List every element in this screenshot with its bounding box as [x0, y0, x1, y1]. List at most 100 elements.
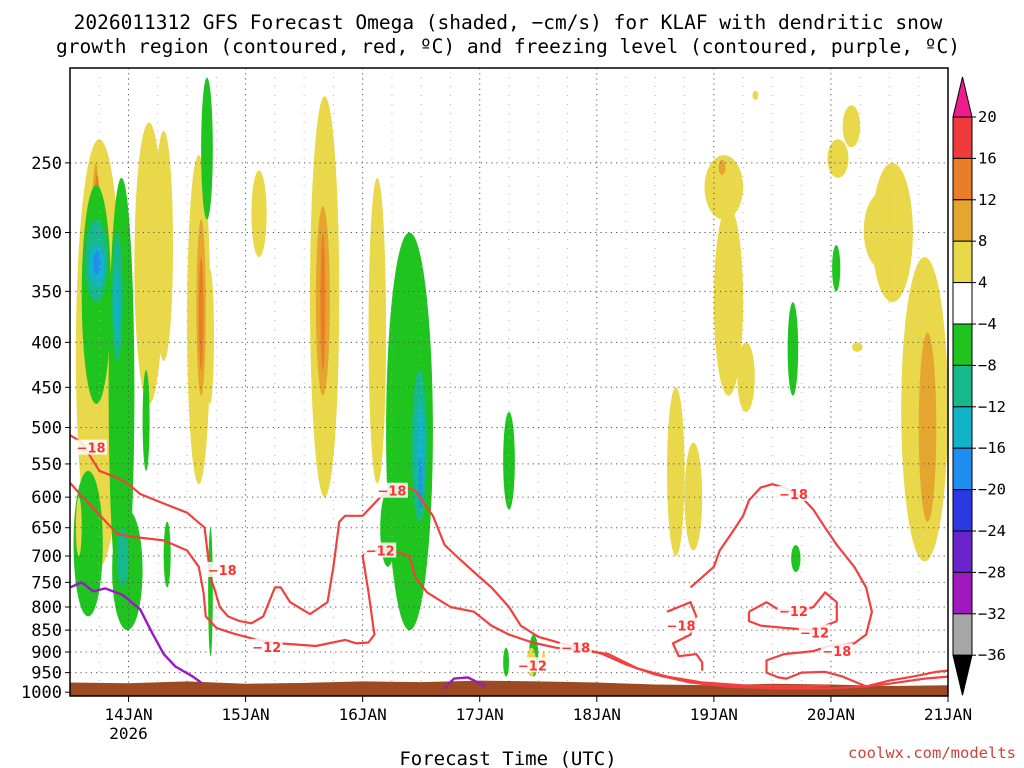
contour-label: −12 [800, 626, 829, 641]
colorbar-tick-label: −4 [978, 315, 997, 333]
omega-region-47 [791, 544, 801, 573]
y-tick-label: 900 [31, 643, 62, 663]
omega-region-27 [320, 232, 326, 370]
colorbar-swatch-8 [952, 406, 973, 449]
omega-region-45 [752, 90, 759, 100]
omega-region-40 [684, 442, 703, 551]
omega-region-20 [198, 257, 204, 370]
colorbar-tick-label: 16 [978, 149, 997, 167]
x-tick-sublabel: 2026 [109, 724, 148, 743]
contour-label: −18 [822, 645, 851, 660]
omega-region-36 [503, 647, 509, 677]
y-tick-label: 850 [31, 621, 62, 641]
contour-label-bg [375, 482, 408, 498]
contour-label: −12 [518, 659, 547, 674]
omega-region-50 [842, 105, 861, 148]
colorbar-tick-label: −12 [978, 398, 1006, 416]
y-tick-label: 250 [31, 154, 62, 174]
omega-region-29 [386, 232, 433, 631]
colorbar-legend: 20 16 12 8 4 −4 −8 −12 −16 −20 −24 −28 −32 −36 [952, 76, 1006, 696]
contour-label-bg [516, 657, 549, 673]
omega-shading [73, 77, 948, 677]
plot-frame [69, 67, 949, 697]
chart-title-line-1: 2026011312 GFS Forecast Omega (shaded, −… [74, 11, 943, 34]
colorbar-swatch-12 [952, 571, 973, 615]
omega-region-48 [832, 245, 841, 292]
omega-region-51 [852, 342, 863, 352]
colorbar-swatch-11 [952, 530, 973, 573]
colorbar-swatch-2 [952, 157, 973, 201]
colorbar-swatch-7 [952, 364, 973, 408]
temperature-contours: −18 −18 −12 −18 −12 −18 −12 −18 −18 −12 −12 −18 [70, 434, 948, 690]
colorbar-swatch-13 [952, 613, 973, 656]
x-tick-label: 15JAN [222, 705, 270, 724]
contour-label: −12 [779, 605, 808, 620]
omega-region-15 [154, 131, 174, 361]
contour-label-bg [75, 439, 108, 455]
colorbar-tick-label: −8 [978, 356, 997, 374]
colorbar-tick-label: −32 [978, 605, 1006, 623]
contour-label-bg [777, 602, 810, 618]
x-axis-label: Forecast Time (UTC) [399, 748, 616, 768]
y-tick-label: 950 [31, 664, 62, 684]
x-tick-label: 19JAN [690, 705, 738, 724]
colorbar-swatch-9 [952, 447, 973, 491]
colorbar-swatch-4 [952, 240, 973, 284]
contour-label-bg [364, 542, 397, 558]
colorbar-swatch-top [952, 76, 973, 118]
omega-region-23 [208, 527, 213, 657]
dgz-contour-2 [689, 483, 948, 688]
contour-label-bg [206, 561, 239, 577]
y-tick-label: 400 [31, 333, 62, 353]
ground-terrain [70, 680, 948, 696]
dgz-contour-1 [70, 482, 831, 688]
contour-label: −18 [561, 642, 590, 657]
contour-label: −18 [208, 564, 237, 579]
omega-region-34 [503, 411, 515, 510]
contour-label-bg [559, 639, 592, 655]
x-tick-label: 14JAN [104, 705, 152, 724]
y-tick-label: 650 [31, 519, 62, 539]
dgz-contour-3 [666, 601, 704, 671]
contour-label: −12 [366, 545, 395, 560]
omega-region-17 [163, 521, 171, 588]
omega-region-24 [251, 170, 267, 258]
colorbar-tick-label: −28 [978, 563, 1006, 581]
ground-surface [70, 680, 948, 696]
colorbar-tick-label: 8 [978, 232, 987, 250]
x-tick-label: 20JAN [807, 705, 855, 724]
y-tick-label: 600 [31, 488, 62, 508]
freezing-level-contour-0 [70, 581, 202, 684]
omega-region-11 [75, 497, 82, 557]
y-tick-label: 500 [31, 419, 62, 439]
contour-label: −18 [667, 620, 696, 635]
omega-region-43 [713, 206, 744, 396]
omega-region-22 [201, 77, 213, 220]
x-tick-label: 21JAN [924, 705, 972, 724]
colorbar-tick-label: 20 [978, 108, 997, 126]
omega-region-6 [93, 251, 101, 275]
colorbar-tick-label: −16 [978, 439, 1006, 457]
chart-title-line-2: growth region (contoured, red, ºC) and f… [56, 35, 960, 58]
omega-region-49 [827, 139, 849, 178]
colorbar-tick-label: 4 [978, 274, 987, 292]
omega-region-21 [205, 268, 214, 404]
y-tick-label: 450 [31, 378, 62, 398]
y-tick-label: 700 [31, 547, 62, 567]
contour-label-bg [665, 617, 698, 633]
colorbar-tick-label: 12 [978, 191, 997, 209]
omega-region-39 [667, 387, 685, 557]
colorbar-tick-label: −20 [978, 481, 1006, 499]
colorbar-swatch-bottom [952, 654, 973, 696]
contour-label-bg [820, 643, 853, 659]
omega-region-28 [368, 177, 387, 485]
x-tick-label: 16JAN [339, 705, 387, 724]
x-tick-label: 17JAN [456, 705, 504, 724]
freezing-level-contour-1 [443, 676, 487, 690]
y-axis-pressure: 2503003504004505005506006507007508008509… [21, 154, 70, 703]
omega-region-9 [114, 268, 120, 343]
contour-label-bg [250, 638, 283, 654]
contour-label-bg [798, 624, 831, 640]
